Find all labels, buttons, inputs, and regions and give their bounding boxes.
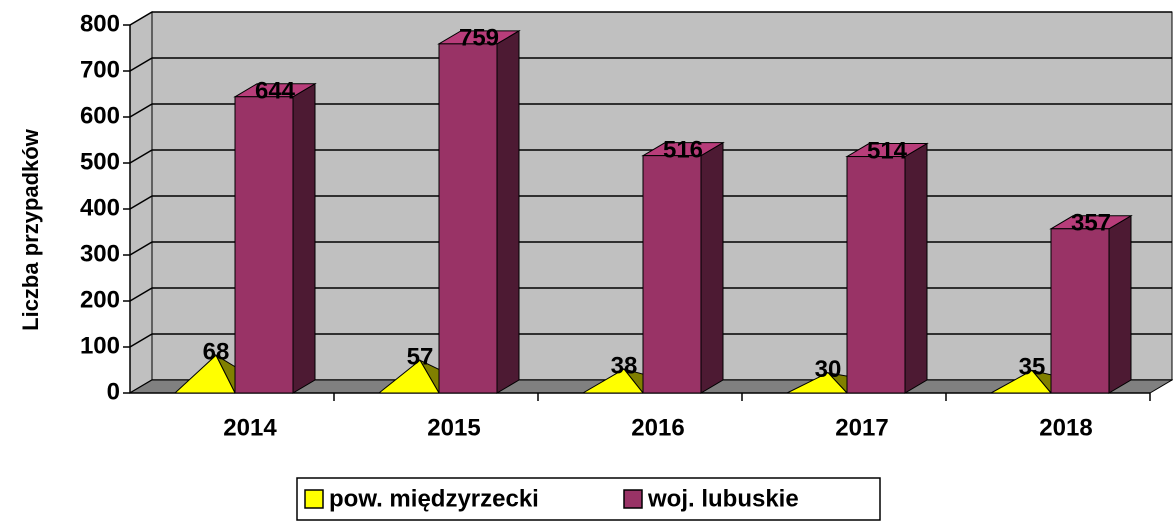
legend-label: pow. międzyrzecki (329, 485, 539, 512)
y-tick-label: 700 (80, 56, 120, 83)
y-tick-label: 500 (80, 148, 120, 175)
legend (296, 477, 881, 521)
grid-line (129, 195, 1172, 210)
grid-line (129, 57, 1172, 72)
data-label: 357 (1071, 210, 1111, 237)
legend-swatch (623, 489, 643, 509)
pyramid (786, 372, 849, 394)
pyramid (377, 359, 440, 394)
data-label: 644 (255, 78, 296, 105)
grid-line (129, 103, 1172, 118)
data-label: 30 (815, 356, 842, 383)
bar-side (496, 29, 520, 394)
pyramid (990, 369, 1053, 394)
pyramid (581, 368, 645, 394)
x-tick-label: 2015 (427, 414, 480, 441)
data-label: 759 (459, 25, 499, 52)
bar-side (904, 142, 928, 394)
grid-line (129, 333, 1172, 348)
y-tick-label: 600 (80, 102, 120, 129)
x-tick-label: 2016 (631, 414, 684, 441)
pyramid (173, 354, 236, 394)
bar (234, 96, 294, 394)
x-tick-label: 2018 (1039, 414, 1092, 441)
y-axis-title: Liczba przypadków (18, 128, 43, 331)
x-tick-label: 2017 (835, 414, 888, 441)
y-tick-label: 800 (80, 10, 120, 37)
bar-side (1108, 214, 1132, 394)
bar (846, 156, 906, 394)
legend-swatch (304, 489, 324, 509)
data-label: 38 (611, 352, 638, 379)
y-tick-label: 200 (80, 286, 120, 313)
grid-line (129, 11, 1172, 26)
y-tick-label: 100 (80, 332, 120, 359)
data-label: 514 (867, 137, 908, 164)
grid-line (129, 287, 1172, 302)
y-tick-label: 300 (80, 240, 120, 267)
bar (642, 155, 702, 394)
bar (1050, 228, 1110, 394)
x-tick-label: 2014 (223, 414, 277, 441)
y-tick-label: 400 (80, 194, 120, 221)
data-label: 35 (1019, 354, 1046, 381)
data-label: 68 (203, 339, 230, 366)
legend-label: woj. lubuskie (647, 485, 799, 512)
y-tick-label: 0 (107, 378, 120, 405)
grid-line (129, 241, 1172, 256)
bar-side (700, 141, 724, 394)
grid-line (129, 149, 1172, 164)
bar-side (292, 82, 316, 394)
data-label: 516 (663, 136, 703, 163)
data-label: 57 (407, 344, 434, 371)
bar (438, 43, 498, 394)
